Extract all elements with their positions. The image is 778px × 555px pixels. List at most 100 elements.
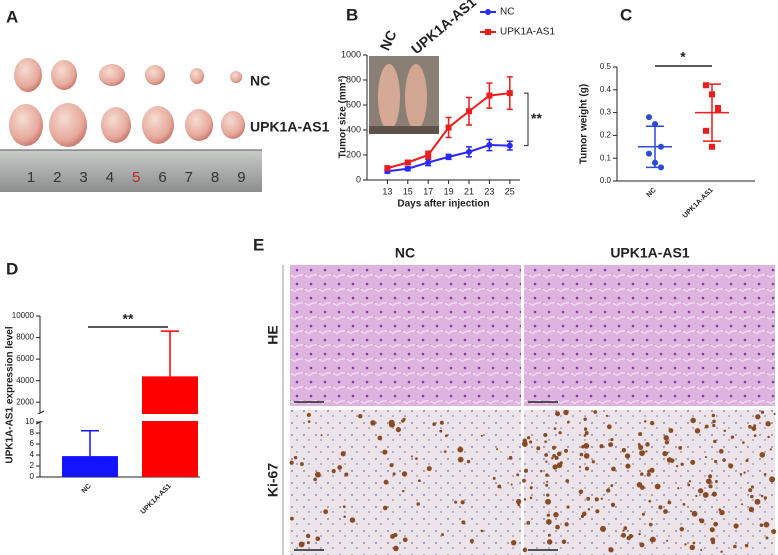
- stain-dot: [315, 536, 321, 542]
- stain-dot: [559, 461, 563, 465]
- stain-dot: [754, 498, 761, 505]
- ruler-number: 6: [158, 169, 166, 186]
- stain-dot: [611, 466, 616, 472]
- stain-dot: [689, 544, 696, 551]
- stain-dot: [594, 497, 599, 502]
- stain-dot: [691, 511, 698, 517]
- stain-dot: [751, 426, 757, 431]
- stain-dot: [767, 435, 770, 439]
- stain-dot: [769, 448, 773, 451]
- stain-dot: [638, 532, 641, 536]
- point: [652, 121, 658, 127]
- stain-dot: [416, 502, 420, 506]
- y-tick-label: 2000: [16, 397, 34, 406]
- stain-dot: [418, 479, 421, 483]
- stain-dot: [313, 477, 318, 482]
- stain-dot: [516, 473, 520, 477]
- panel-label: A: [6, 7, 18, 26]
- ruler-number: 8: [211, 169, 219, 186]
- stain-dot: [443, 450, 447, 453]
- stain-dot: [639, 485, 645, 490]
- stain-dot: [544, 453, 549, 457]
- legend-label: UPK1A-AS1: [500, 27, 555, 38]
- stain-dot: [545, 483, 549, 487]
- x-tick-label: 25: [505, 186, 515, 196]
- stain-dot: [402, 489, 405, 493]
- photo-label: UPK1A-AS1: [250, 119, 330, 135]
- stain-dot: [578, 489, 584, 494]
- stain-dot: [510, 483, 513, 486]
- stain-dot: [344, 472, 349, 477]
- stain-dot: [444, 434, 448, 438]
- stain-dot: [388, 419, 395, 426]
- point: [466, 108, 472, 115]
- stain-dot: [497, 484, 502, 489]
- column-label: UPK1A-AS1: [610, 245, 690, 261]
- stain-dot: [690, 510, 693, 513]
- stain-dot: [720, 550, 723, 553]
- y-tick-label: 8000: [16, 333, 34, 342]
- stain-dot: [712, 419, 716, 424]
- legend-marker: [485, 29, 491, 35]
- x-tick-label: 15: [403, 186, 413, 196]
- stain-dot: [426, 466, 432, 472]
- stain-dot: [583, 417, 587, 421]
- stain-dot: [523, 498, 527, 501]
- stain-dot: [712, 423, 716, 428]
- x-tick-label: 17: [423, 186, 433, 196]
- stain-dot: [648, 499, 652, 503]
- stain-dot: [551, 445, 556, 450]
- stain-dot: [565, 479, 570, 483]
- point: [506, 90, 513, 97]
- stain-dot: [645, 442, 650, 447]
- stain-dot: [771, 529, 777, 535]
- stain-dot: [639, 450, 645, 457]
- stain-dot: [439, 429, 443, 433]
- stain-dot: [305, 533, 311, 539]
- point: [646, 150, 652, 157]
- stain-dot: [581, 444, 585, 449]
- stain-dot: [750, 485, 754, 489]
- y-tick-label: 0.5: [600, 62, 612, 71]
- stain-dot: [695, 494, 698, 497]
- y-tick-label: 4: [30, 450, 35, 459]
- stain-dot: [466, 459, 471, 464]
- y-tick-label: 10000: [12, 311, 35, 320]
- stain-dot: [457, 446, 464, 453]
- stain-dot: [583, 453, 590, 459]
- photo-label: UPK1A-AS1: [408, 0, 479, 57]
- y-tick-label: 0.2: [600, 131, 612, 140]
- stain-dot: [454, 500, 458, 504]
- stain-dot: [546, 518, 552, 525]
- stain-dot: [708, 474, 713, 479]
- stain-dot: [606, 424, 612, 430]
- stain-dot: [610, 502, 616, 507]
- stain-dot: [581, 511, 587, 517]
- x-tick-label: 23: [484, 186, 494, 196]
- stain-dot: [567, 420, 570, 424]
- stain-dot: [554, 455, 559, 460]
- stain-dot: [730, 435, 735, 439]
- stain-dot: [358, 413, 363, 419]
- stain-dot: [748, 488, 753, 493]
- stain-dot: [624, 453, 631, 459]
- stain-dot: [529, 440, 533, 444]
- stain-dot: [621, 448, 627, 453]
- stain-dot: [578, 465, 582, 469]
- stain-dot: [753, 434, 757, 438]
- stain-dot: [584, 431, 589, 435]
- stain-dot: [645, 450, 648, 453]
- stain-dot: [728, 463, 734, 469]
- stain-dot: [495, 448, 499, 451]
- stain-dot: [461, 520, 466, 525]
- stain-dot: [658, 505, 663, 510]
- stain-dot: [763, 472, 767, 476]
- stain-dot: [665, 451, 669, 455]
- stain-dot: [306, 412, 311, 418]
- stain-dot: [649, 536, 656, 543]
- ruler-number: 5: [132, 169, 140, 186]
- panel-label: C: [620, 5, 632, 24]
- point: [703, 127, 709, 134]
- significance: *: [680, 49, 686, 65]
